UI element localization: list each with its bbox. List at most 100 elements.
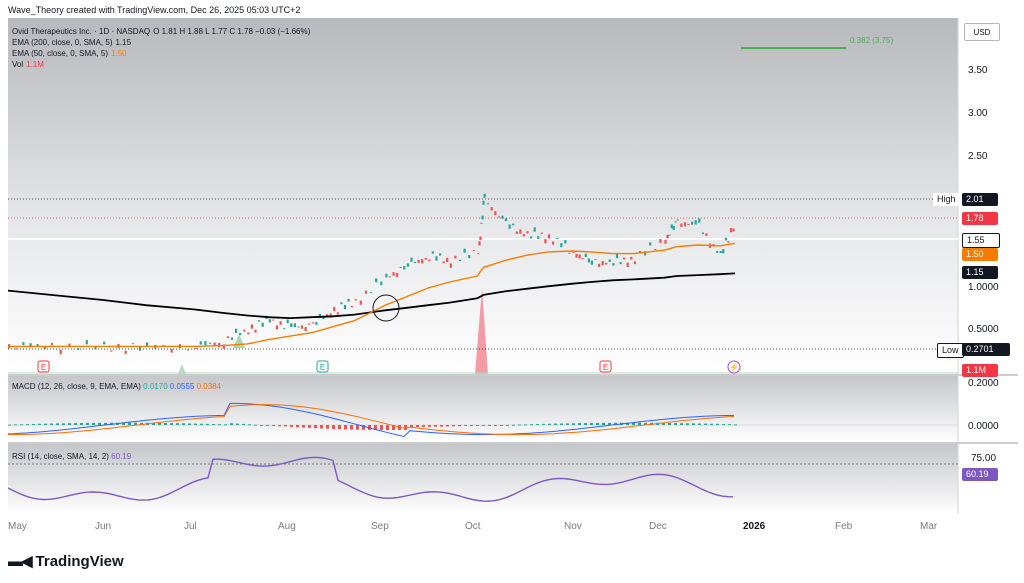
candle [680, 223, 683, 227]
candle [683, 222, 687, 227]
candle [359, 300, 362, 305]
macd-bar [506, 424, 509, 426]
macd-bar [332, 425, 335, 429]
candle [326, 314, 329, 317]
macd-bar [596, 422, 599, 425]
currency-button[interactable]: USD [964, 23, 1000, 41]
macd-legend-label: MACD (12, 26, close, 9, EMA, EMA) [12, 382, 141, 391]
candle [494, 211, 497, 216]
svg-text:Aug: Aug [278, 521, 296, 532]
candle [701, 232, 704, 235]
macd-bar [254, 424, 257, 426]
macd-bar [692, 423, 695, 425]
candle [729, 228, 733, 233]
candle [254, 329, 257, 333]
candle [487, 203, 490, 205]
candle [479, 236, 482, 241]
svg-text:1.0000: 1.0000 [968, 282, 999, 293]
earnings-markers[interactable]: E E E ⚡ [37, 360, 741, 374]
candle [497, 216, 500, 218]
macd-bar [308, 425, 311, 428]
macd-bar [152, 422, 155, 425]
macd-bar [56, 423, 59, 425]
candle [272, 319, 275, 321]
macd-bar [104, 422, 107, 425]
candle [336, 312, 339, 315]
ema50-line [8, 242, 736, 348]
candle [560, 243, 563, 248]
candle [449, 263, 452, 268]
candle [103, 341, 106, 345]
macd-bar [356, 425, 359, 430]
macd-bar [122, 422, 125, 425]
candle [483, 193, 486, 198]
candle [258, 320, 261, 322]
candle [59, 349, 62, 355]
candle [564, 240, 567, 244]
macd-bar [560, 423, 563, 425]
candle [612, 263, 615, 266]
macd-bar [578, 423, 581, 425]
macd-bar [26, 424, 29, 426]
macd-bar [566, 423, 569, 425]
candle [630, 256, 633, 260]
macd-pane-bg [8, 376, 958, 442]
candle [110, 350, 113, 352]
chart-canvas[interactable]: 0.382 (3.75) E E E ⚡ 3.50 3.00 2.50 1.00… [8, 18, 1018, 534]
candle [601, 261, 604, 266]
candle [659, 238, 662, 243]
volume-bars [8, 288, 958, 374]
candle [347, 298, 350, 302]
candle [578, 254, 581, 259]
macd-bar [38, 423, 41, 425]
candle [403, 266, 406, 270]
candle [85, 340, 88, 345]
tradingview-logo[interactable]: ▬◀ TradingView [8, 552, 124, 571]
candle [208, 342, 212, 344]
ema200-legend-label: EMA (200, close, 0, SMA, 5) [12, 38, 113, 47]
candle [261, 322, 264, 327]
candle [195, 347, 198, 349]
candle [204, 341, 207, 346]
macd-bar [602, 422, 605, 425]
candle [343, 304, 347, 310]
support-level-tag: 1.55 [962, 233, 1000, 248]
macd-bar [206, 423, 209, 425]
candle [300, 325, 304, 329]
macd-bar [326, 425, 329, 429]
candle [22, 342, 25, 345]
macd-bar [314, 425, 317, 429]
ema50-price-tag: 1.50 [962, 248, 998, 261]
low-label-tag: Low [937, 343, 964, 358]
macd-bar [224, 424, 227, 426]
macd-bar [290, 425, 293, 427]
time-axis[interactable]: May Jun Jul Aug Sep Oct Nov Dec 2026 Feb… [8, 521, 938, 532]
candle [519, 229, 522, 234]
candle [691, 221, 694, 225]
macd-bar [362, 425, 365, 430]
candle [308, 323, 311, 325]
cross-circle-annotation[interactable] [372, 294, 400, 322]
macd-bar [662, 422, 665, 425]
macd-bar [170, 423, 173, 425]
macd-bar [590, 423, 593, 425]
earnings-marker-1: E [41, 363, 46, 372]
macd-signal-value: 0.0384 [196, 382, 222, 391]
macd-bar [734, 424, 737, 426]
candle [392, 272, 395, 276]
vol-legend-value: 1.1M [26, 60, 44, 69]
price-axis[interactable]: 3.50 3.00 2.50 1.0000 0.5000 [968, 65, 999, 335]
macd-bar [182, 423, 185, 425]
macd-bar [8, 424, 11, 426]
chart-legend: Ovid Therapeutics Inc. · 1D · NASDAQ O 1.… [12, 26, 313, 70]
candle [290, 323, 293, 327]
candle [170, 349, 173, 353]
macd-bar [218, 424, 221, 426]
macd-bar [236, 423, 239, 425]
macd-bar [518, 424, 521, 426]
candle [480, 222, 483, 224]
macd-bar [704, 423, 707, 425]
candle [68, 343, 71, 346]
high-label-tag: High [933, 193, 960, 206]
macd-bar [686, 423, 689, 425]
